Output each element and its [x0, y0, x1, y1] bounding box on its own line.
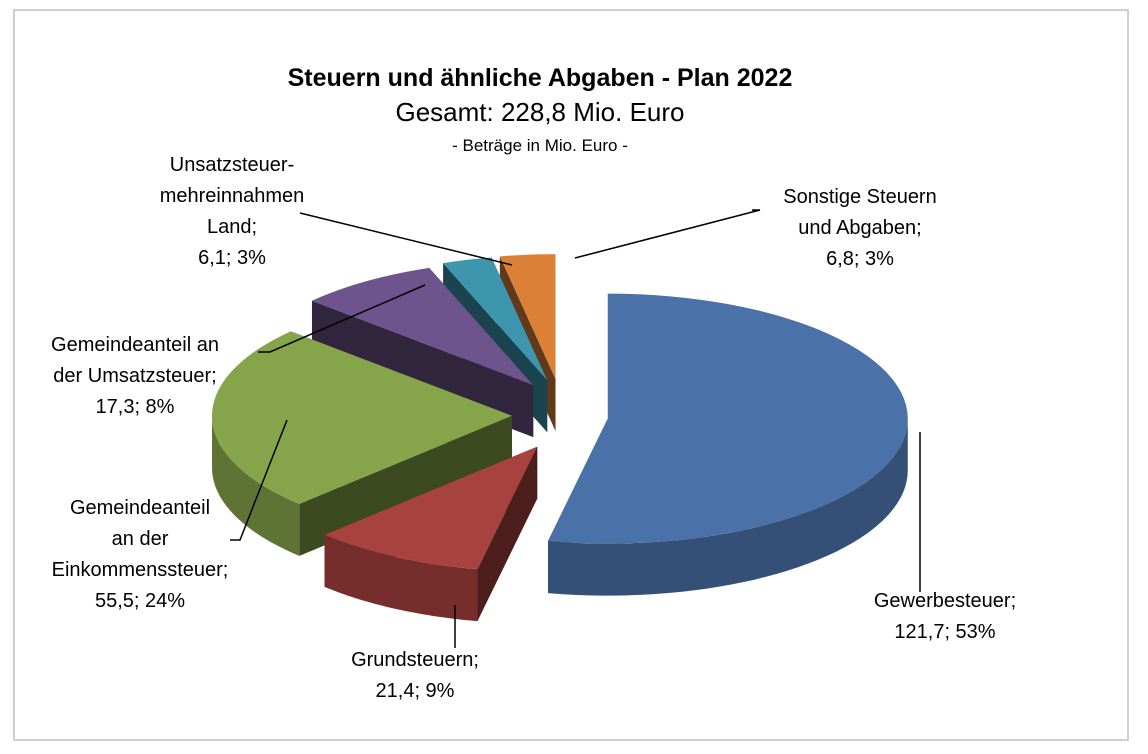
data-label: Unsatzsteuer-mehreinnahmen Land; 6,1; 3%	[160, 154, 305, 269]
chart-title: Steuern und ähnliche Abgaben - Plan 2022	[288, 64, 793, 92]
leader-line	[299, 212, 513, 266]
slice	[324, 446, 538, 570]
chart-note: - Beträge in Mio. Euro -	[452, 136, 628, 155]
slice-side	[548, 418, 908, 596]
leader-line	[574, 209, 761, 259]
data-label: Gemeindeanteil an der Einkommenssteuer; 55,…	[52, 497, 229, 612]
data-label: Grundsteuern; 21,4; 9%	[351, 649, 479, 702]
data-label: Gewerbesteuer; 121,7; 53%	[874, 590, 1016, 643]
chart-subtitle: Gesamt: 228,8 Mio. Euro	[395, 97, 684, 127]
slice	[311, 267, 534, 386]
slice	[499, 254, 556, 380]
slice-cut-face	[299, 415, 513, 556]
leader-line	[230, 419, 288, 541]
slice	[212, 331, 513, 504]
chart-frame	[13, 9, 1129, 741]
data-label: Sonstige Steuern und Abgaben; 6,8; 3%	[783, 186, 936, 270]
slice	[443, 257, 548, 381]
leader-line	[258, 284, 426, 353]
slice-side	[212, 415, 300, 556]
leader-lines	[230, 209, 921, 648]
slice-side	[324, 534, 478, 622]
data-label: Gemeindeanteil an der Umsatzsteuer; 17,3; …	[51, 334, 219, 418]
slice	[548, 293, 908, 544]
